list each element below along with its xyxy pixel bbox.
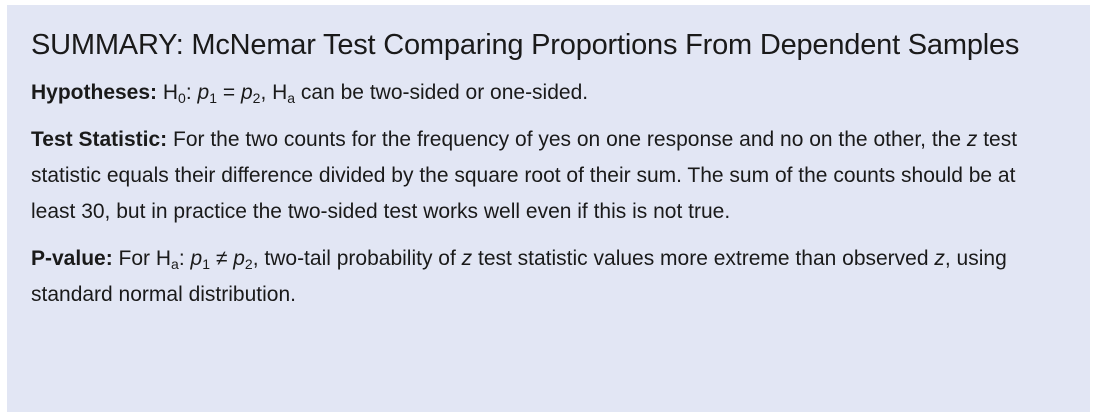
hypotheses-label: Hypotheses: <box>31 81 158 104</box>
h0-subscript: 0 <box>178 90 186 106</box>
hypotheses-paragraph: Hypotheses: H0: p1 = p2, Ha can be two-s… <box>31 81 589 106</box>
p-value-p2-symbol: p <box>233 247 245 270</box>
test-statistic-paragraph: Test Statistic: For the two counts for t… <box>31 122 1062 230</box>
p2-symbol: p <box>240 81 253 104</box>
p-value-z2-symbol: z <box>934 247 945 270</box>
h0-symbol: H <box>162 81 179 104</box>
p-value-paragraph: P-value: For Ha: p1 ≠ p2, two-tail proba… <box>31 241 1062 313</box>
summary-box: SUMMARY: McNemar Test Comparing Proporti… <box>7 5 1090 412</box>
ha-subscript: a <box>287 90 296 106</box>
test-statistic-label: Test Statistic: <box>31 128 168 151</box>
p-value-label: P-value: <box>31 247 113 270</box>
z-symbol: z <box>966 128 978 151</box>
p-value-text-2: test statistic values more extreme than … <box>472 247 935 270</box>
p-value-text-1: , two-tail probability of <box>252 247 462 270</box>
test-statistic-text-2: test statistic equals their difference d… <box>31 128 1018 223</box>
p-value-p2-subscript: 2 <box>244 256 253 272</box>
p2-subscript: 2 <box>252 90 261 106</box>
summary-title: SUMMARY: McNemar Test Comparing Proporti… <box>31 29 1020 61</box>
p-value-colon: : <box>178 247 185 270</box>
ha-symbol: H <box>272 81 288 104</box>
p1-subscript: 1 <box>209 90 218 106</box>
test-statistic-text-1: For the two counts for the frequency of … <box>173 128 967 151</box>
not-equal-sign: ≠ <box>215 247 228 270</box>
p-value-p1-subscript: 1 <box>202 256 211 272</box>
p-value-z-symbol: z <box>461 247 473 270</box>
equals-sign: = <box>222 81 236 104</box>
h0-colon: : <box>185 81 192 104</box>
p-value-p1-symbol: p <box>190 247 203 270</box>
p-value-text-3: , using standard normal distribution. <box>31 247 1007 306</box>
p1-symbol: p <box>197 81 210 104</box>
p-value-ha-subscript: a <box>171 256 179 272</box>
hypotheses-rest: can be two-sided or one-sided. <box>295 81 589 104</box>
p-value-for: For H <box>118 247 172 270</box>
